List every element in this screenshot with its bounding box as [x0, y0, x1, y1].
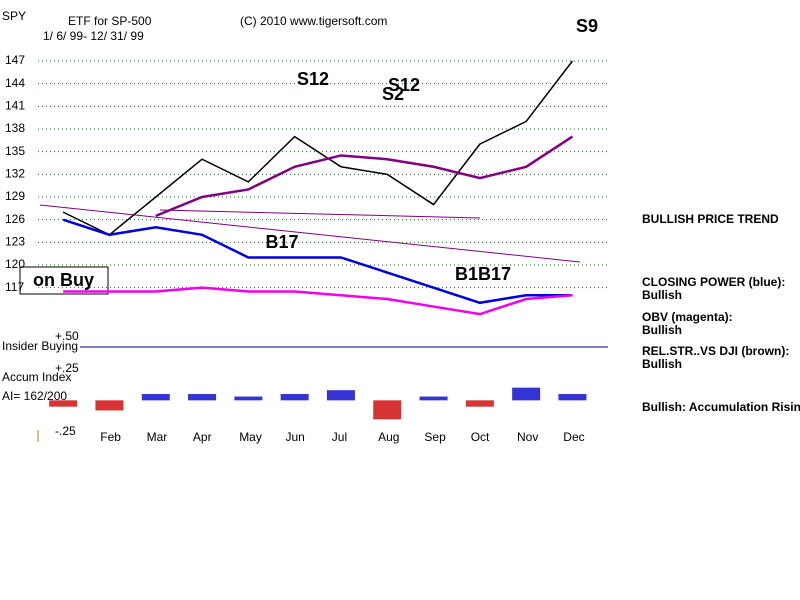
status-box	[19, 266, 109, 295]
x-tick-label: Jul	[332, 430, 347, 444]
y-tick-label: 141	[5, 99, 25, 113]
x-tick-label: Nov	[517, 430, 538, 444]
y-tick-label: 129	[5, 189, 25, 203]
y-tick-label: 126	[5, 212, 25, 226]
status: on Buy	[33, 270, 94, 290]
bar	[141, 394, 170, 401]
series-line	[155, 135, 574, 218]
bar	[95, 400, 124, 411]
signal-label: B1B17	[455, 264, 511, 284]
x-tick-label: Feb	[100, 430, 121, 444]
bar	[326, 390, 355, 401]
y-tick-label: +.50	[55, 329, 79, 343]
trend-line	[159, 209, 481, 219]
trend-line	[39, 204, 581, 263]
description: ETF for SP-500	[68, 14, 152, 28]
bar	[188, 394, 217, 401]
series-line	[62, 218, 573, 305]
y-tick-label: +.25	[55, 361, 79, 375]
sidebar-text: OBV (magenta):	[642, 310, 733, 324]
x-tick-label: Sep	[424, 430, 446, 444]
bar	[280, 394, 309, 401]
symbol: SPY	[2, 9, 26, 23]
x-tick-label: Apr	[193, 430, 212, 444]
y-tick-label: 132	[5, 167, 25, 181]
date-range: 1/ 6/ 99- 12/ 31/ 99	[43, 29, 144, 43]
y-tick-label: 138	[5, 121, 25, 135]
bar	[465, 400, 494, 407]
bar	[512, 387, 541, 401]
x-tick-label: Jun	[286, 430, 305, 444]
signal-label: S12	[297, 69, 329, 89]
sidebar-text: REL.STR..VS DJI (brown):	[642, 344, 789, 358]
x-tick-label: Mar	[147, 430, 168, 444]
bar	[558, 394, 587, 401]
accum-label: Accum Index	[2, 370, 71, 384]
signal-label: S2	[382, 84, 404, 104]
bar	[234, 396, 263, 401]
y-tick-label: 135	[5, 144, 25, 158]
sidebar-text: Bullish	[642, 323, 682, 337]
bar	[419, 396, 448, 401]
series-line	[63, 286, 573, 316]
x-tick-label: Dec	[563, 430, 584, 444]
copyright: (C) 2010 www.tigersoft.com	[240, 14, 387, 28]
signal-label: S9	[576, 16, 598, 36]
signal-label: S12	[388, 75, 420, 95]
y-tick-label: 123	[5, 235, 25, 249]
insider-label: Insider Buying	[2, 339, 78, 353]
y-tick-label: 144	[5, 76, 25, 90]
y-tick-label: 147	[5, 53, 25, 67]
sidebar-text: Bullish: Accumulation Rising	[642, 400, 800, 414]
x-tick-label: Aug	[378, 430, 399, 444]
y-tick-label: -.25	[55, 424, 76, 438]
sidebar-text: BULLISH PRICE TREND	[642, 212, 779, 226]
sidebar-text: Bullish	[642, 357, 682, 371]
x-tick-label: May	[239, 430, 262, 444]
series-line	[62, 60, 574, 236]
y-tick-label: 120	[5, 257, 25, 271]
ai-label: AI= 162/200	[2, 389, 67, 403]
y-tick-label: 117	[5, 280, 24, 294]
bar	[49, 400, 78, 407]
signal-label: B17	[265, 232, 298, 252]
sidebar-text: CLOSING POWER (blue):	[642, 275, 785, 289]
x-tick-label: Oct	[471, 430, 490, 444]
sidebar-text: Bullish	[642, 288, 682, 302]
bar	[373, 400, 402, 420]
